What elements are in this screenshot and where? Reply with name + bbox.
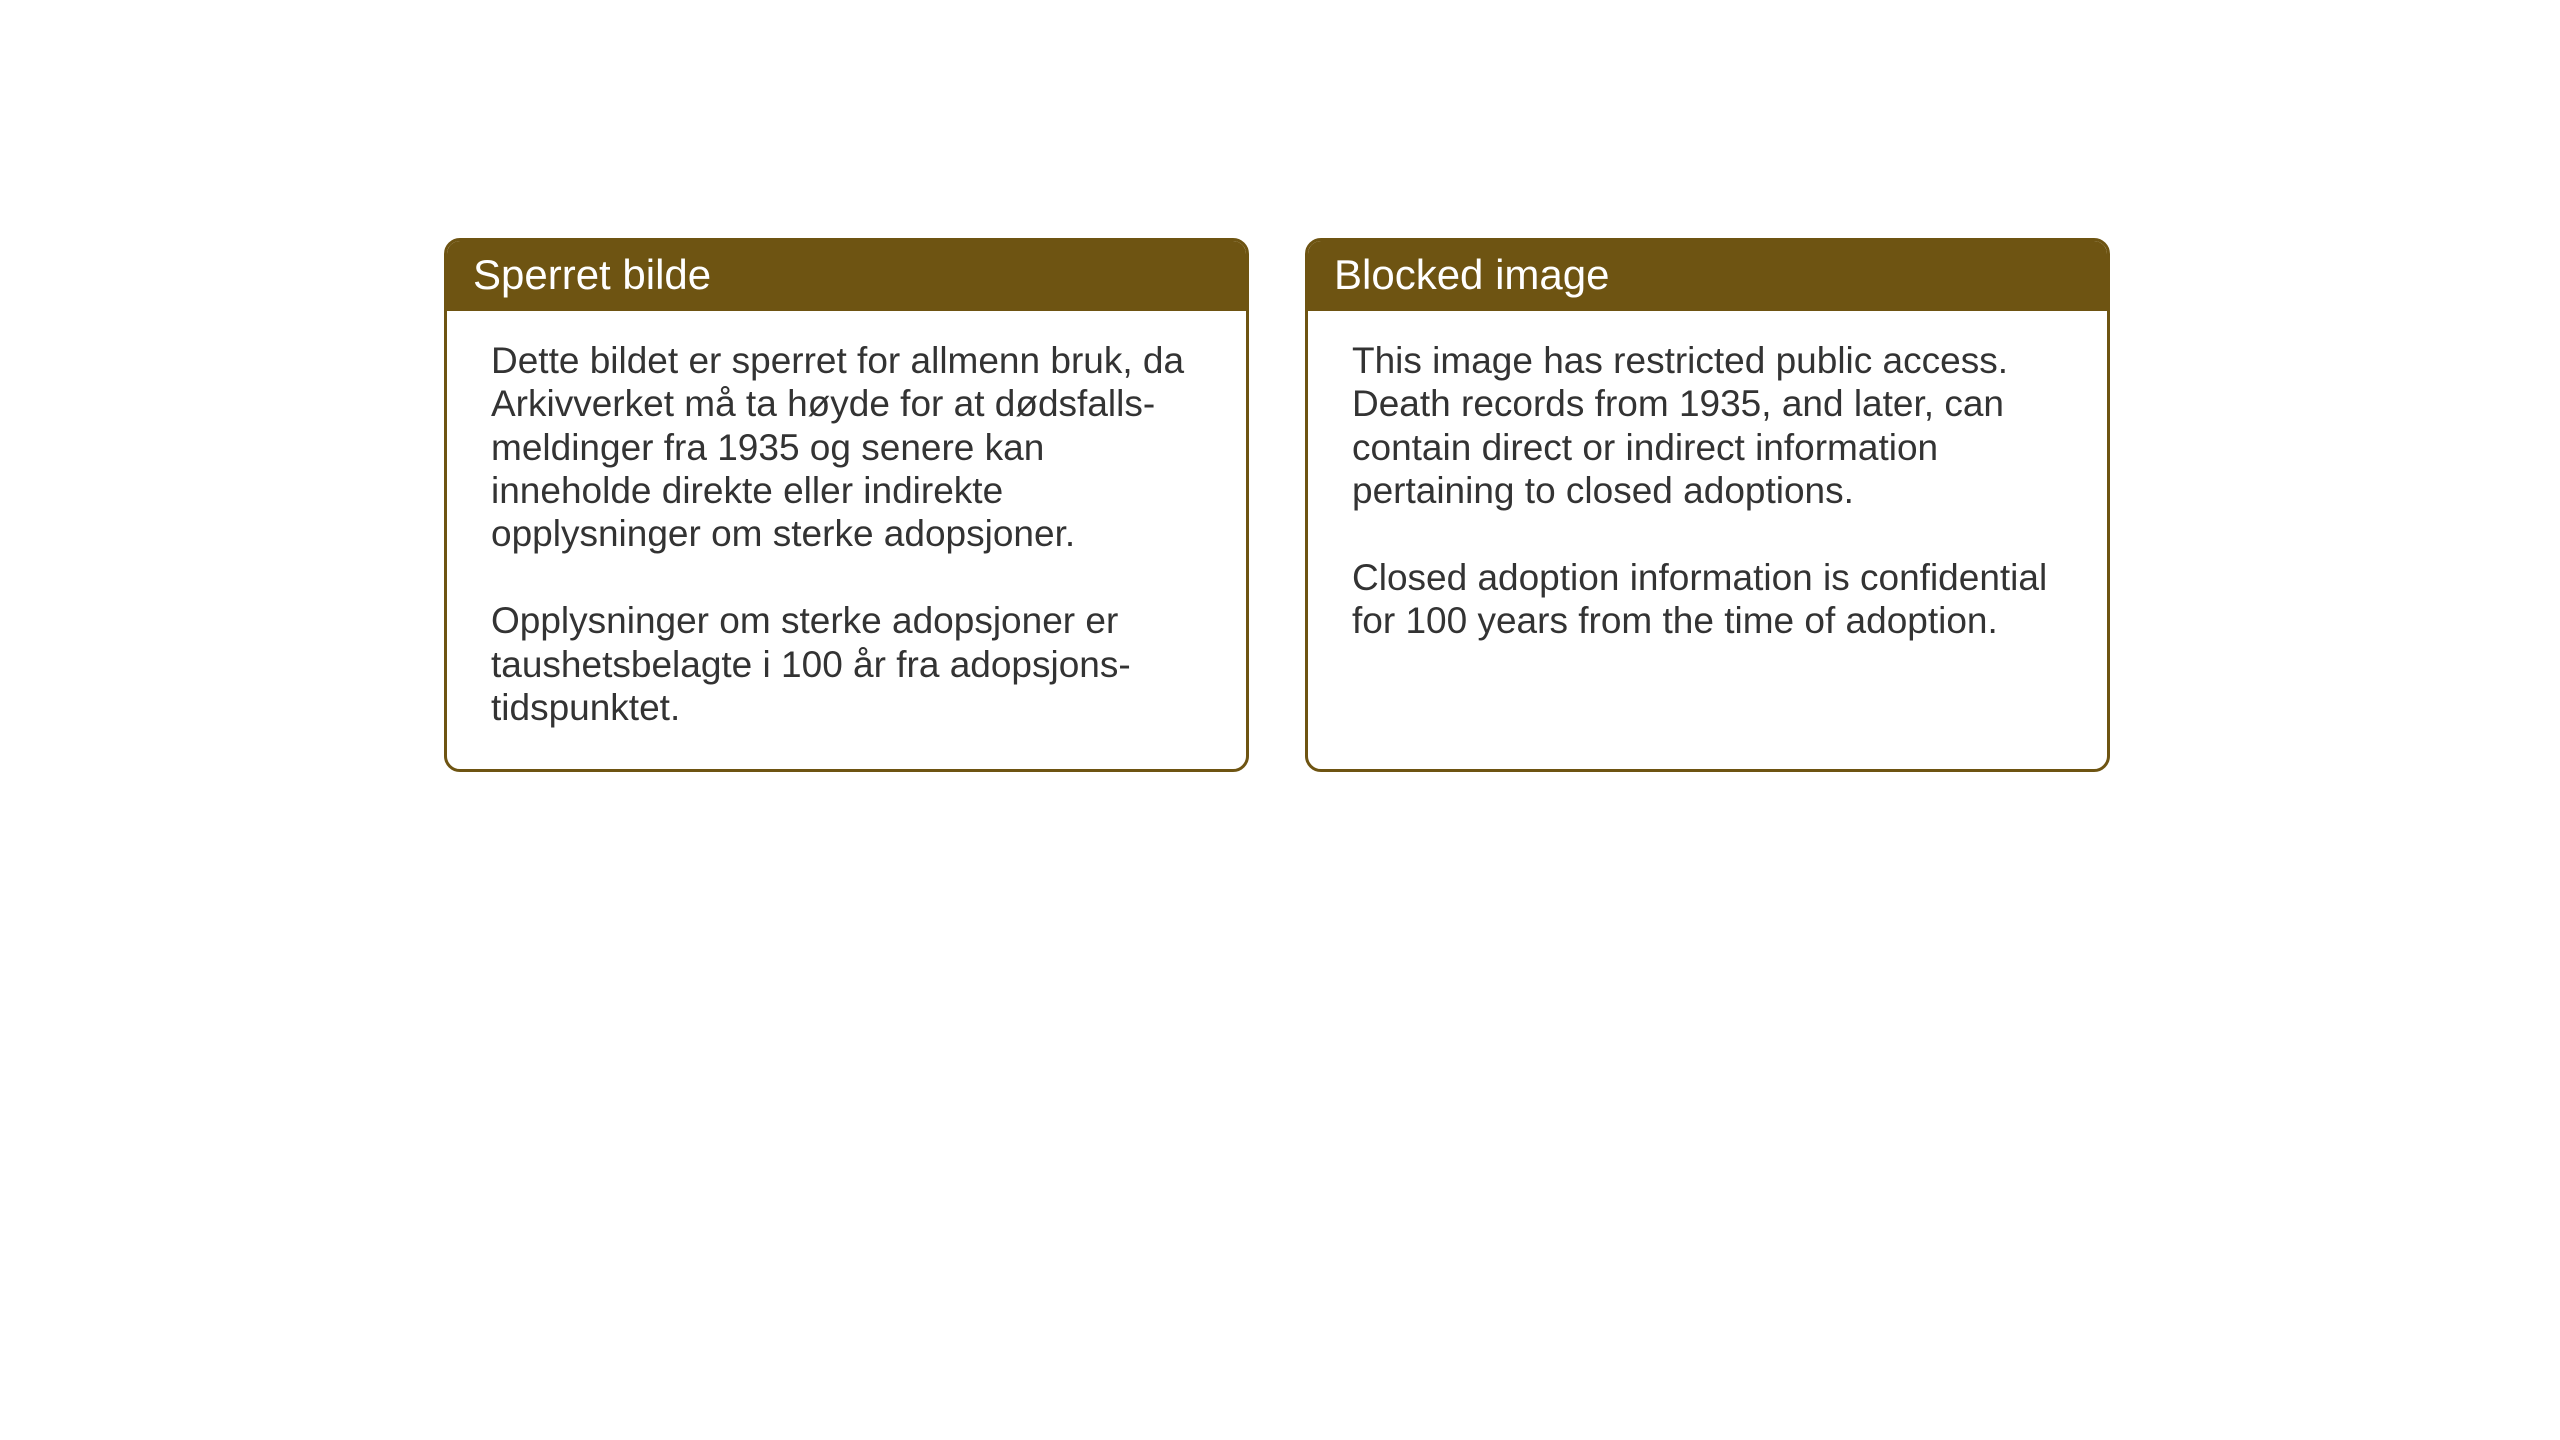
card-header-norwegian: Sperret bilde	[447, 241, 1246, 311]
card-body-english: This image has restricted public access.…	[1308, 311, 2107, 746]
info-card-english: Blocked image This image has restricted …	[1305, 238, 2110, 772]
card-title: Blocked image	[1334, 251, 1609, 298]
card-paragraph: Opplysninger om sterke adopsjoner er tau…	[491, 599, 1202, 729]
info-card-norwegian: Sperret bilde Dette bildet er sperret fo…	[444, 238, 1249, 772]
info-cards-container: Sperret bilde Dette bildet er sperret fo…	[444, 238, 2110, 772]
card-header-english: Blocked image	[1308, 241, 2107, 311]
card-body-norwegian: Dette bildet er sperret for allmenn bruk…	[447, 311, 1246, 769]
card-paragraph: Dette bildet er sperret for allmenn bruk…	[491, 339, 1202, 555]
card-paragraph: Closed adoption information is confident…	[1352, 556, 2063, 643]
card-title: Sperret bilde	[473, 251, 711, 298]
card-paragraph: This image has restricted public access.…	[1352, 339, 2063, 512]
